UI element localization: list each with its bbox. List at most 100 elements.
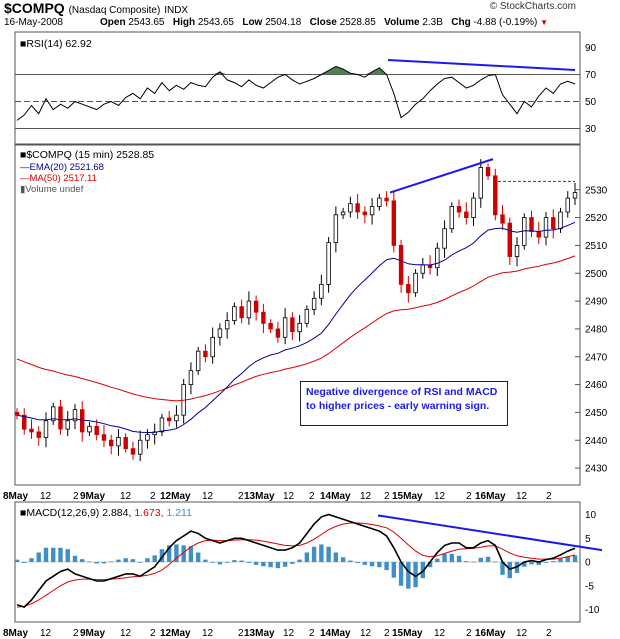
rsi-panel-frame — [14, 31, 581, 145]
price-xtick-label: 2 — [73, 491, 79, 502]
price-candle-body — [123, 437, 128, 450]
price-ytick-label: 2530 — [585, 185, 608, 196]
macd-histogram-bar — [471, 561, 476, 563]
price-candle-body — [210, 336, 215, 358]
macd-histogram-bar — [326, 546, 331, 562]
price-candle-body — [558, 211, 563, 230]
macd-histogram-bar — [130, 559, 136, 562]
ticker-name: (Nasdaq Composite) — [68, 5, 161, 16]
macd-histogram-bar — [246, 562, 252, 563]
price-candle-body — [239, 306, 244, 319]
price-panel-frame — [14, 144, 581, 486]
macd-xtick-label: 2 — [546, 628, 552, 639]
macd-histogram-bar — [572, 555, 578, 562]
close-value: 2528.85 — [339, 17, 376, 28]
macd-histogram-bar — [152, 555, 157, 562]
price-candle-body — [413, 272, 418, 294]
divergence-annotation: Negative divergence of RSI and MACD to h… — [300, 381, 508, 426]
macd-histogram-bar — [29, 558, 34, 562]
price-candle-body — [51, 406, 56, 422]
price-xtick-label: 14May — [320, 491, 351, 502]
macd-histogram-bar — [65, 549, 70, 562]
macd-xtick-label: 15May — [392, 628, 423, 639]
rsi-ytick-label: 50 — [585, 97, 597, 108]
price-xtick-label: 12May — [160, 491, 191, 502]
macd-histogram-bar — [116, 559, 121, 562]
price-candle-body — [507, 222, 512, 257]
price-xtick-label: 2 — [150, 491, 156, 502]
price-candle-body — [377, 197, 382, 207]
macd-xtick-label: 9May — [80, 628, 105, 639]
close-label: Close — [309, 17, 337, 28]
price-ytick-label: 2500 — [585, 269, 608, 280]
price-xtick-label: 12 — [516, 491, 528, 502]
macd-histogram-bar — [72, 555, 78, 562]
macd-ytick-label: -5 — [585, 581, 594, 592]
price-candle-body — [58, 406, 63, 430]
macd-xtick-label: 16May — [475, 628, 506, 639]
macd-histogram-bar — [565, 556, 570, 562]
ema20-line — [16, 221, 576, 434]
low-value: 2504.18 — [265, 17, 302, 28]
macd-histogram-bar — [268, 562, 273, 568]
price-candle-body — [36, 431, 41, 438]
price-candle-body — [224, 320, 230, 330]
price-xtick-label: 8May — [3, 491, 28, 502]
price-candle-body — [195, 350, 201, 372]
price-xtick-label: 2 — [384, 491, 390, 502]
price-candle-body — [22, 414, 27, 430]
macd-histogram-bar — [427, 562, 433, 568]
price-candle-body — [543, 217, 549, 238]
price-candle-body — [159, 417, 165, 433]
macd-histogram-bar — [188, 546, 194, 562]
high-label: High — [172, 17, 196, 28]
price-xtick-label: 2 — [238, 491, 244, 502]
macd-histogram-bar — [420, 562, 426, 579]
macd-histogram-bar — [51, 547, 56, 562]
price-xtick-label: 2 — [546, 491, 552, 502]
price-candle-body — [384, 197, 389, 202]
macd-histogram-bar — [348, 560, 353, 562]
macd-histogram-bar — [290, 562, 295, 564]
price-candle-body — [166, 417, 172, 422]
ma50-line — [16, 255, 576, 402]
macd-histogram-bar — [478, 557, 483, 562]
price-candle-body — [282, 317, 288, 338]
macd-histogram-bar — [159, 549, 165, 562]
price-candle-body — [420, 264, 426, 274]
macd-histogram-bar — [493, 561, 498, 563]
rsi-ytick-label: 30 — [585, 124, 597, 135]
price-candle-body — [398, 245, 404, 285]
macd-histogram-bar — [297, 559, 302, 562]
price-ytick-label: 2430 — [585, 464, 608, 475]
macd-histogram-bar — [174, 544, 179, 562]
price-candle-body — [29, 428, 34, 433]
price-candle-body — [290, 317, 295, 333]
price-candle-body — [311, 297, 317, 310]
ticker-exchange: INDX — [164, 5, 189, 16]
macd-xtick-label: 12 — [202, 628, 214, 639]
macd-histogram-bar — [355, 562, 360, 563]
price-candle-body — [268, 322, 273, 330]
ema20-legend: —EMA(20) 2521.68 — [20, 162, 104, 173]
macd-histogram-bar — [109, 561, 114, 563]
rsi-legend-text: ■RSI(14) 62.92 — [20, 38, 92, 50]
price-xtick-label: 13May — [244, 491, 275, 502]
open-value: 2543.65 — [128, 17, 165, 28]
macd-histogram-bar — [398, 562, 404, 586]
price-candle-body — [253, 300, 259, 313]
macd-histogram-bar — [304, 552, 310, 562]
price-candle-body — [246, 300, 252, 319]
macd-xtick-label: 2 — [466, 628, 472, 639]
macd-legend-signal: 1.673, — [134, 507, 166, 519]
macd-histogram-bar — [485, 556, 491, 562]
price-candle-body — [464, 211, 469, 218]
price-candle-body — [406, 283, 411, 294]
price-candle-body — [108, 439, 114, 447]
macd-histogram-bar — [239, 560, 244, 562]
price-candle-body — [145, 434, 150, 441]
price-candle-body — [391, 200, 397, 246]
macd-histogram-bar — [340, 557, 346, 562]
rsi-line — [16, 65, 576, 121]
macd-legend: ■MACD(12,26,9) 2.884, 1.673, 1.211 — [20, 507, 192, 519]
